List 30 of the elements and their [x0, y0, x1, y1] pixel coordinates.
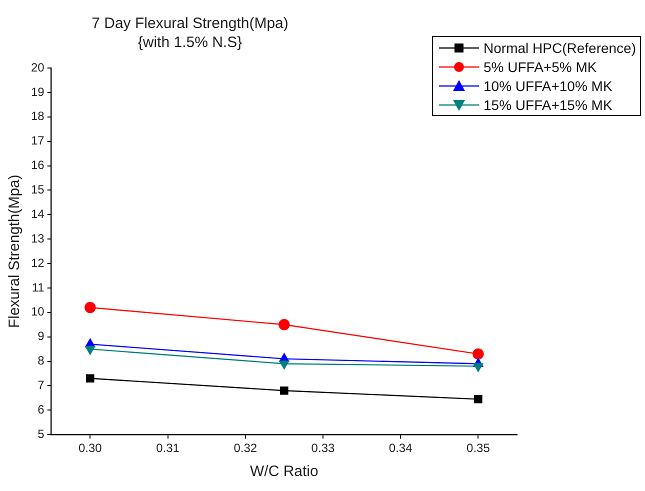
- y-tick-label: 15: [30, 182, 45, 197]
- y-tick-label: 12: [30, 256, 45, 270]
- chart-title: 7 Day Flexural Strength(Mpa): [90, 14, 290, 33]
- y-tick-label: 5: [38, 426, 45, 441]
- x-tick-label: 0.33: [311, 441, 335, 456]
- y-tick-label: 17: [30, 134, 45, 148]
- x-tick-label: 0.35: [466, 441, 490, 456]
- y-tick-label: 7: [38, 378, 45, 392]
- x-tick-label: 0.34: [388, 441, 413, 456]
- y-tick-label: 11: [32, 280, 45, 294]
- y-tick-label: 6: [38, 402, 45, 416]
- y-tick-label: 16: [30, 158, 45, 172]
- x-tick-label: 0.31: [156, 441, 180, 456]
- chart-subtitle: {with 1.5% N.S}: [136, 33, 244, 52]
- y-tick-label: 10: [30, 304, 45, 319]
- y-tick-label: 9: [38, 329, 45, 344]
- legend-label: 15% UFFA+15% MK: [484, 96, 612, 112]
- y-tick-label: 13: [30, 231, 45, 246]
- y-tick-label: 18: [30, 109, 45, 124]
- y-tick-label: 8: [38, 354, 45, 368]
- y-tick-label: 14: [30, 206, 45, 221]
- x-tick-label: 0.30: [78, 441, 102, 456]
- legend-label: 5% UFFA+5% MK: [484, 58, 597, 74]
- y-tick-label: 20: [30, 60, 45, 74]
- x-tick-label: 0.32: [234, 441, 258, 456]
- legend-label: Normal HPC(Reference): [484, 40, 636, 56]
- legend-label: 10% UFFA+10% MK: [484, 78, 612, 94]
- y-tick-label: 19: [30, 84, 45, 99]
- x-axis-title: W/C Ratio: [250, 463, 318, 480]
- y-axis-title: Flexural Strength(Mpa): [6, 174, 24, 328]
